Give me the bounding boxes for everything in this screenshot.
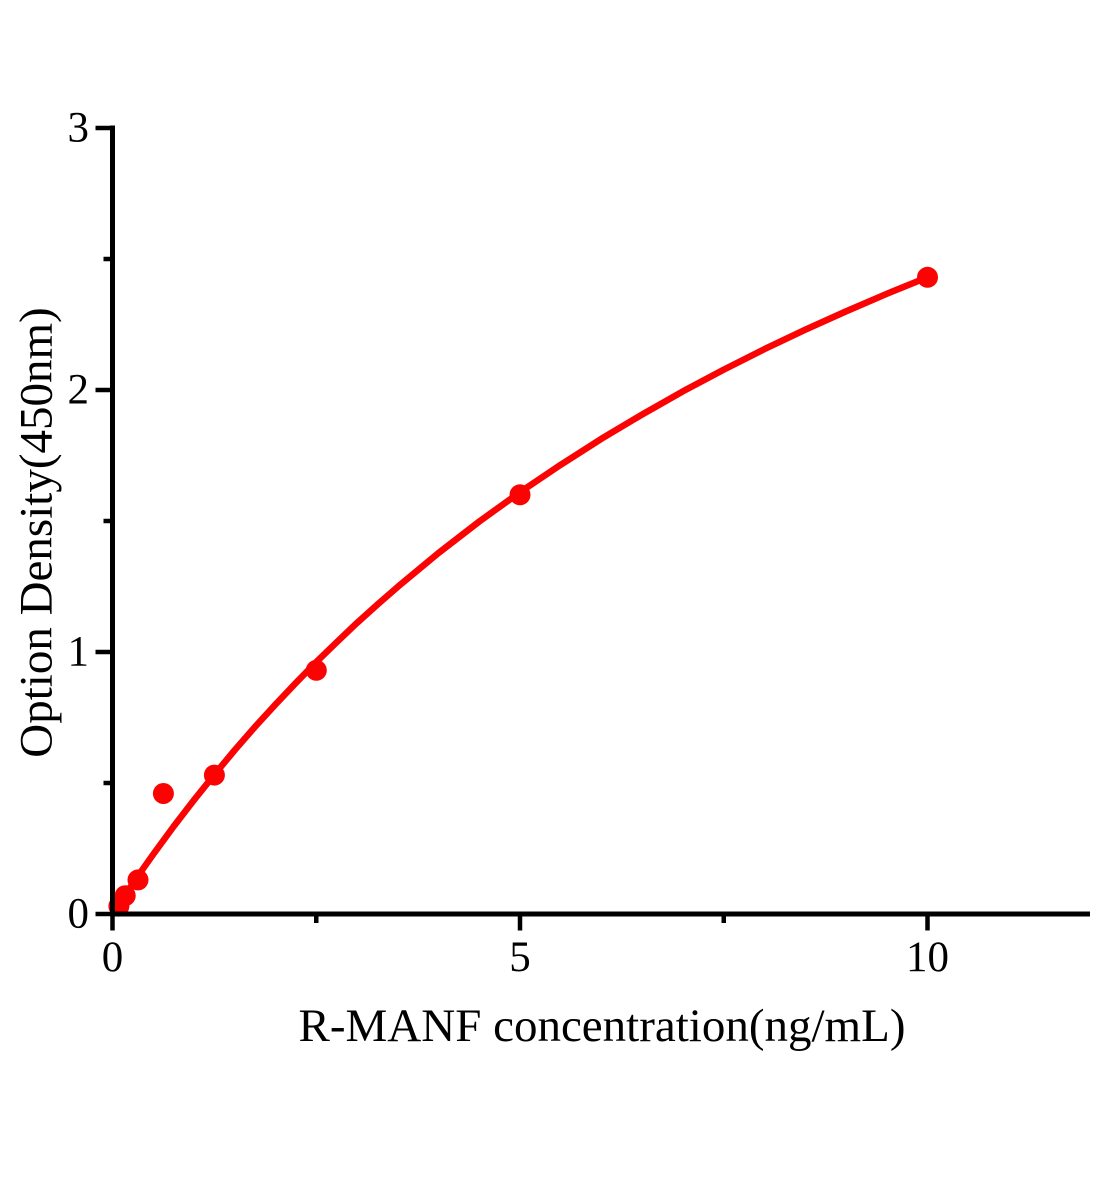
data-point-8 [917,266,938,288]
y-tick-label: 0 [68,891,90,938]
data-point-7 [509,484,531,506]
data-point-5 [203,764,225,786]
x-axis-title: R-MANF concentration(ng/mL) [298,1000,906,1052]
data-point-6 [305,659,327,681]
y-tick-label: 2 [68,367,90,414]
data-point-2 [114,885,136,907]
data-point-4 [152,783,174,804]
x-tick-label: 0 [102,934,124,981]
x-tick-label: 5 [509,934,531,981]
data-point-3 [127,869,149,891]
fit-curve-line [110,274,931,915]
y-axis-title: Option Density(450nm) [10,307,63,758]
y-tick-label: 3 [68,105,90,152]
x-tick-label: 10 [906,934,949,981]
y-tick-label: 1 [68,629,90,676]
